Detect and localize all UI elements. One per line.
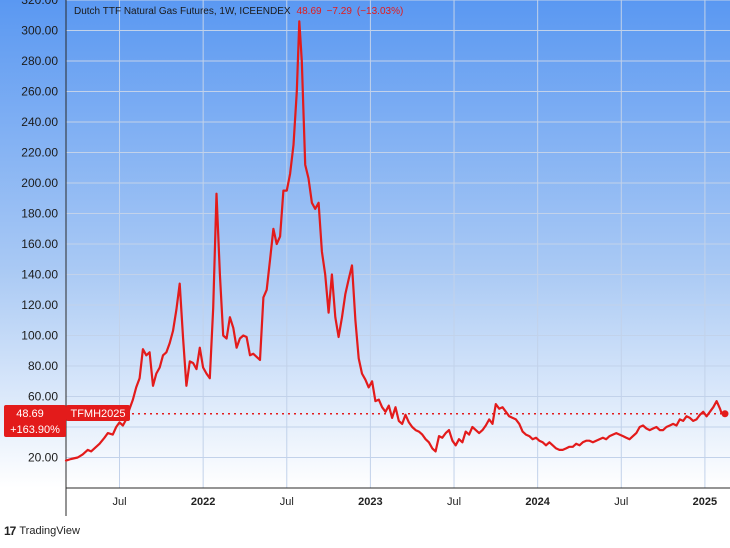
chart-header: Dutch TTF Natural Gas Futures, 1W, ICEEN… [74, 6, 403, 17]
x-tick-label: 2022 [191, 496, 215, 508]
y-tick-label: 20.00 [28, 451, 58, 465]
x-tick-label: 2023 [358, 496, 382, 508]
time-axis-background [66, 488, 730, 516]
grid-lines [66, 0, 730, 488]
y-tick-label: 240.00 [21, 115, 58, 129]
chart-title: Dutch TTF Natural Gas Futures, 1W, ICEEN… [74, 6, 291, 17]
tradingview-logo-icon: 17 [4, 524, 16, 538]
y-tick-label: 260.00 [21, 85, 58, 99]
y-tick-label: 100.00 [21, 329, 58, 343]
price-change: −7.29 [327, 6, 353, 17]
time-axis[interactable]: Jul 2022 Jul 2023 Jul 2024 Jul 2025 [112, 496, 717, 508]
price-tag-value: 48.69 [16, 408, 44, 420]
y-tick-label: 80.00 [28, 359, 58, 373]
price-tag-box [4, 405, 66, 437]
y-tick-label: 180.00 [21, 207, 58, 221]
x-tick-label: 2024 [525, 496, 550, 508]
tradingview-brand[interactable]: 17 TradingView [4, 523, 80, 539]
x-tick-label: Jul [447, 496, 461, 508]
x-tick-label: Jul [614, 496, 628, 508]
last-price-marker [721, 410, 729, 418]
tradingview-brand-label: TradingView [19, 525, 80, 537]
x-tick-label: Jul [280, 496, 294, 508]
y-tick-label: 280.00 [21, 54, 58, 68]
x-tick-label: 2025 [693, 496, 717, 508]
y-tick-label: 200.00 [21, 176, 58, 190]
y-tick-label: 300.00 [21, 24, 58, 38]
y-tick-label: 220.00 [21, 146, 58, 160]
y-tick-label: 120.00 [21, 298, 58, 312]
price-change-percent: (−13.03%) [357, 6, 403, 17]
y-tick-label: 140.00 [21, 268, 58, 282]
y-tick-label: 160.00 [21, 237, 58, 251]
y-tick-label: 60.00 [28, 390, 58, 404]
price-series-line[interactable] [64, 20, 727, 462]
price-tag: 48.69 TFMH2025 +163.90% [4, 405, 130, 437]
symbol-tag-box [66, 405, 130, 421]
last-price-value: 48.69 [297, 6, 322, 17]
price-tag-percent: +163.90% [10, 424, 60, 436]
x-tick-label: Jul [112, 496, 126, 508]
y-tick-label: 320.00 [21, 0, 58, 7]
price-tag-symbol: TFMH2025 [70, 408, 125, 420]
